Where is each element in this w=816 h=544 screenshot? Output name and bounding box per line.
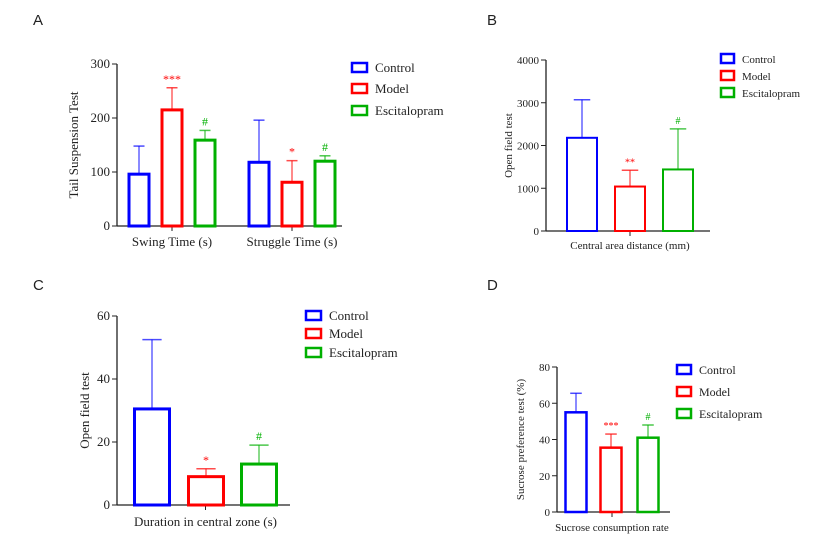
panel-c-y-tick-label: 60: [97, 308, 110, 323]
panel-d-y-tick-label: 60: [539, 398, 551, 410]
panel-b-y-tick-label: 4000: [517, 55, 540, 67]
panel-c-legend-swatch: [304, 327, 323, 340]
panel-c-significance-mark: #: [256, 429, 262, 443]
panel-c-legend-swatch: [304, 309, 323, 322]
panel-b-y-tick-label: 0: [534, 226, 540, 238]
panel-c-significance-mark: *: [203, 453, 209, 467]
panel-b-legend-swatch: [719, 69, 736, 82]
panel-b-y-axis-label: Open field test: [503, 113, 515, 178]
panel-c-x-tick-label: Duration in central zone (s): [134, 514, 277, 529]
panel-a-legend-label: Control: [375, 60, 415, 75]
panel-b-bar-escitalopram: [662, 168, 694, 233]
panel-c-y-tick-label: 40: [97, 371, 110, 386]
panel-a-letter: A: [33, 12, 43, 29]
panel-a-significance-mark: ***: [163, 72, 181, 86]
panel-b-bar-model: [614, 185, 646, 232]
panel-d-legend-label: Model: [699, 385, 731, 399]
panel-c-legend-label: Escitalopram: [329, 345, 398, 360]
panel-b-legend-label: Escitalopram: [742, 88, 800, 100]
panel-d-y-tick-label: 0: [545, 507, 551, 519]
panel-d-bar-model: [599, 446, 623, 514]
panel-d-y-axis-label: Sucrose preference test (%): [515, 379, 527, 501]
panel-c-legend-label: Control: [329, 308, 369, 323]
panel-d-legend-swatch: [675, 407, 693, 420]
panel-b-legend-swatch: [719, 52, 736, 65]
panel-b-legend-swatch: [719, 86, 736, 99]
panel-c-letter: C: [33, 277, 44, 294]
panel-c-y-tick-label: 0: [104, 497, 111, 512]
panel-d-y-tick-label: 40: [539, 435, 551, 447]
panel-a-y-tick-label: 200: [91, 110, 111, 125]
panel-b-y-tick-label: 2000: [517, 141, 540, 153]
panel-d-significance-mark: #: [646, 412, 651, 423]
panel-c-bar-escitalopram: [240, 462, 278, 507]
panel-a-x-tick-label: Struggle Time (s): [246, 234, 337, 249]
panel-d-legend-swatch: [675, 385, 693, 398]
panel-a-y-tick-label: 0: [104, 218, 111, 233]
panel-a-legend-swatch: [350, 82, 369, 95]
panel-c-y-tick-label: 20: [97, 434, 110, 449]
panel-d-bar-escitalopram: [636, 436, 660, 514]
panel-c-bar-model: [187, 475, 225, 507]
panel-a-x-tick-label: Swing Time (s): [132, 234, 212, 249]
panel-a-y-tick-label: 100: [91, 164, 111, 179]
panel-c-legend-label: Model: [329, 326, 363, 341]
panel-c-bar-control: [133, 407, 171, 507]
panel-a-significance-mark: #: [202, 114, 208, 128]
panel-a-y-axis-label: Tail Suspension Test: [66, 91, 81, 198]
panel-a-bar-escitalopram: [313, 159, 337, 228]
panel-d-bar-control: [564, 411, 588, 514]
panel-a-legend-swatch: [350, 104, 369, 117]
panel-d-significance-mark: ***: [604, 421, 619, 432]
panel-d-legend-label: Control: [699, 363, 736, 377]
panel-c-y-axis-label: Open field test: [77, 372, 92, 449]
panel-a-legend-label: Model: [375, 81, 409, 96]
panel-d-y-tick-label: 80: [539, 362, 551, 374]
panel-d-legend-swatch: [675, 363, 693, 376]
panel-b-letter: B: [487, 12, 497, 29]
panel-a-bar-escitalopram: [193, 138, 217, 228]
panel-b-legend-label: Control: [742, 54, 776, 66]
panel-c-legend-swatch: [304, 346, 323, 359]
panel-d-y-tick-label: 20: [539, 471, 551, 483]
panel-d-letter: D: [487, 277, 498, 294]
panel-a-bar-model: [280, 180, 304, 228]
panel-b-legend-label: Model: [742, 71, 771, 83]
panel-b-y-tick-label: 3000: [517, 98, 540, 110]
panel-d-legend-label: Escitalopram: [699, 407, 763, 421]
panel-a-bar-model: [160, 108, 184, 228]
panel-a-legend-label: Escitalopram: [375, 103, 444, 118]
panel-a-legend-swatch: [350, 61, 369, 74]
panel-b-y-tick-label: 1000: [517, 183, 540, 195]
panel-b-significance-mark: #: [676, 116, 681, 127]
panel-b-bar-control: [566, 136, 598, 232]
panel-d-x-tick-label: Sucrose consumption rate: [555, 522, 669, 534]
panel-a-y-tick-label: 300: [91, 56, 111, 71]
panel-b-x-tick-label: Central area distance (mm): [570, 240, 690, 252]
panel-a-bar-control: [127, 172, 151, 228]
panel-b-significance-mark: **: [625, 157, 635, 168]
panel-a-bar-control: [247, 160, 271, 228]
panel-a-significance-mark: *: [289, 145, 295, 159]
panel-a-significance-mark: #: [322, 140, 328, 154]
